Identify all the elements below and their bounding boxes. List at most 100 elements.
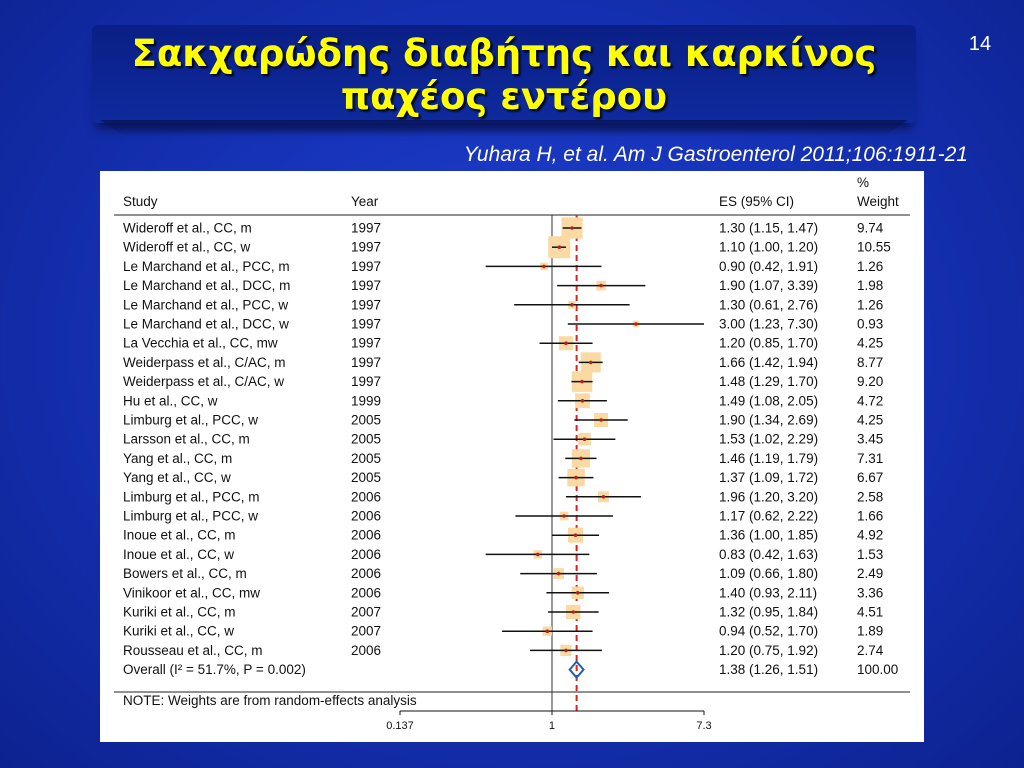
study-year: 2007 xyxy=(351,624,381,639)
study-weight: 1.53 xyxy=(857,547,883,562)
study-es: 1.96 (1.20, 3.20) xyxy=(719,489,818,504)
study-label: Inoue et al., CC, w xyxy=(123,547,234,562)
study-year: 1997 xyxy=(351,221,381,236)
point-estimate xyxy=(557,245,562,249)
study-label: Rousseau et al., CC, m xyxy=(123,643,263,658)
header-year: Year xyxy=(351,194,379,209)
x-tick-label: 1 xyxy=(549,720,555,732)
study-label: Vinikoor et al., CC, mw xyxy=(123,585,260,600)
study-year: 1997 xyxy=(351,374,381,389)
study-es: 1.46 (1.19, 1.79) xyxy=(719,451,818,466)
study-weight: 6.67 xyxy=(857,470,883,485)
study-weight: 2.74 xyxy=(857,643,884,658)
study-label: Limburg et al., PCC, m xyxy=(123,489,260,504)
study-weight: 1.26 xyxy=(857,297,883,312)
overall-diamond xyxy=(568,660,585,680)
study-es: 1.10 (1.00, 1.20) xyxy=(719,240,818,255)
study-es: 1.30 (1.15, 1.47) xyxy=(719,221,818,236)
study-year: 2006 xyxy=(351,566,381,581)
study-label: Weiderpass et al., C/AC, w xyxy=(123,374,284,389)
slide-title-line-1: Σακχαρώδης διαβήτης και καρκίνος xyxy=(131,32,877,75)
study-label: Kuriki et al., CC, w xyxy=(123,624,234,639)
study-weight: 1.89 xyxy=(857,624,883,639)
point-estimate xyxy=(575,591,580,595)
study-year: 1997 xyxy=(351,297,381,312)
study-label: Hu et al., CC, w xyxy=(123,393,218,408)
study-year: 1997 xyxy=(351,240,381,255)
note-text: NOTE: Weights are from random-effects an… xyxy=(123,693,417,708)
study-label: La Vecchia et al., CC, mw xyxy=(123,336,278,351)
study-es: 0.83 (0.42, 1.63) xyxy=(719,547,818,562)
study-year: 1997 xyxy=(351,278,381,293)
point-estimate xyxy=(582,437,587,442)
study-es: 1.37 (1.09, 1.72) xyxy=(719,470,818,485)
study-year: 2006 xyxy=(351,547,381,562)
forest-plot-panel: Study Year ES (95% CI)% Weight Wideroff et a… xyxy=(100,171,924,742)
citation: Yuhara H, et al. Am J Gastroenterol 2011… xyxy=(463,143,968,166)
study-es: 1.90 (1.34, 2.69) xyxy=(719,413,818,428)
study-es: 3.00 (1.23, 7.30) xyxy=(719,317,818,332)
title-box-shadow xyxy=(100,120,908,136)
study-weight: 4.25 xyxy=(857,336,883,351)
study-label: Bowers et al., CC, m xyxy=(123,566,247,581)
study-label: Yang et al., CC, w xyxy=(123,470,231,485)
study-es: 1.90 (1.07, 3.39) xyxy=(719,278,818,293)
point-estimate xyxy=(599,283,603,288)
overall-weight: 100.00 xyxy=(857,662,898,677)
point-estimate xyxy=(545,629,550,633)
study-es: 1.17 (0.62, 2.22) xyxy=(719,509,818,524)
study-weight: 9.74 xyxy=(857,221,884,236)
header-study: Study xyxy=(123,194,158,209)
study-weight: 3.45 xyxy=(857,432,883,447)
point-estimate xyxy=(570,303,574,307)
study-weight: 2.49 xyxy=(857,566,883,581)
slide-page-number: 14 xyxy=(968,33,992,55)
study-year: 2005 xyxy=(351,413,381,428)
study-es: 1.48 (1.29, 1.70) xyxy=(719,374,818,389)
point-estimate xyxy=(571,610,576,614)
study-weight: 4.72 xyxy=(857,393,883,408)
header-es: ES (95% CI) xyxy=(719,194,794,209)
study-label: Limburg et al., PCC, w xyxy=(123,509,258,524)
study-es: 1.40 (0.93, 2.11) xyxy=(719,585,817,600)
study-year: 2006 xyxy=(351,585,381,600)
study-label: Larsson et al., CC, m xyxy=(123,432,250,447)
study-weight: 4.51 xyxy=(857,605,883,620)
study-label: Le Marchand et al., DCC, m xyxy=(123,278,290,293)
study-weight: 8.77 xyxy=(857,355,883,370)
header-weight-percent: % xyxy=(857,175,869,190)
point-estimate xyxy=(564,341,568,345)
study-weight: 0.93 xyxy=(857,317,883,332)
point-estimate xyxy=(579,456,583,461)
overall-es: 1.38 (1.26, 1.51) xyxy=(719,662,818,677)
point-estimate xyxy=(574,475,578,480)
point-estimate xyxy=(601,495,606,499)
study-label: Wideroff et al., CC, w xyxy=(123,240,251,255)
study-weight: 1.26 xyxy=(857,259,883,274)
point-estimate xyxy=(580,399,585,403)
point-estimate xyxy=(570,226,574,230)
study-label: Inoue et al., CC, m xyxy=(123,528,236,543)
study-label: Le Marchand et al., DCC, w xyxy=(123,317,289,332)
study-es: 1.66 (1.42, 1.94) xyxy=(719,355,818,370)
study-label: Kuriki et al., CC, m xyxy=(123,605,236,620)
overall-label: Overall (I² = 51.7%, P = 0.002) xyxy=(123,662,306,677)
study-label: Limburg et al., PCC, w xyxy=(123,413,258,428)
study-weight: 4.25 xyxy=(857,413,883,428)
study-weight: 7.31 xyxy=(857,451,883,466)
x-tick-label: 0.137 xyxy=(386,720,414,732)
slide-title-line-2: παχέος εντέρου xyxy=(340,75,668,118)
point-estimate xyxy=(588,360,593,365)
point-estimate xyxy=(580,379,584,384)
study-weight: 9.20 xyxy=(857,374,883,389)
study-year: 1997 xyxy=(351,259,381,274)
study-year: 2006 xyxy=(351,643,381,658)
header-weight: Weight xyxy=(857,194,899,209)
study-year: 2006 xyxy=(351,509,381,524)
study-es: 0.90 (0.42, 1.91) xyxy=(719,259,818,274)
study-year: 1997 xyxy=(351,336,381,351)
point-estimate xyxy=(564,648,568,653)
study-label: Yang et al., CC, m xyxy=(123,451,232,466)
study-label: Wideroff et al., CC, m xyxy=(123,221,252,236)
point-estimate xyxy=(556,571,561,576)
